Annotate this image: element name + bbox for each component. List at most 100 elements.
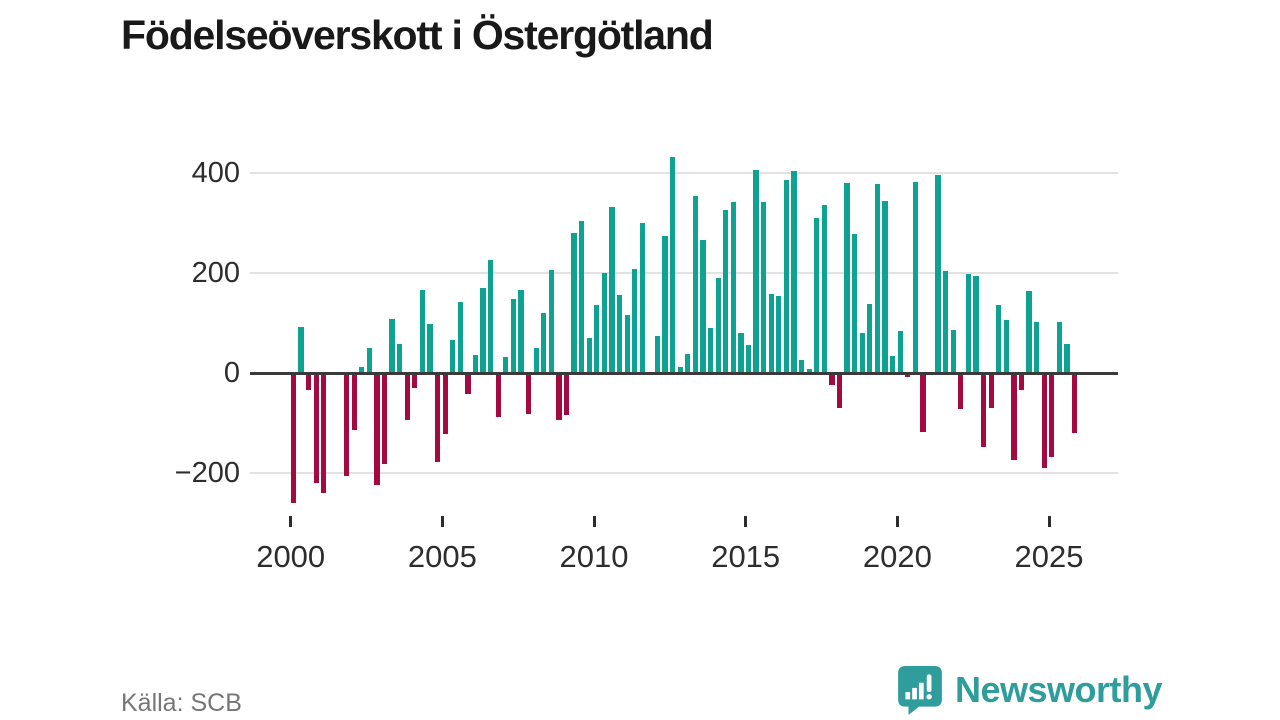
bar-2007Q3	[518, 290, 524, 373]
newsworthy-icon	[898, 666, 942, 715]
bar-2004Q3	[427, 323, 433, 373]
bar-2009Q2	[571, 232, 577, 373]
bar-2002Q1	[351, 373, 357, 430]
x-axis-label-2020: 2020	[862, 539, 932, 574]
bar-2003Q3	[397, 343, 403, 373]
bar-2006Q4	[495, 373, 501, 417]
x-tick-2025	[1047, 516, 1051, 527]
x-axis-zero-line	[250, 371, 1118, 375]
bar-2017Q3	[821, 204, 827, 373]
bar-2001Q4	[343, 373, 350, 476]
bar-2010Q2	[601, 272, 607, 373]
bar-2009Q4	[586, 337, 592, 373]
bar-2025Q3	[1064, 343, 1070, 373]
bar-2020Q3	[912, 181, 918, 373]
x-tick-2015	[744, 516, 748, 527]
bar-2012Q1	[654, 336, 661, 373]
bar-2012Q4	[677, 366, 683, 373]
bar-2021Q2	[935, 174, 941, 373]
gridline-y--200	[250, 472, 1118, 474]
bar-2005Q1	[442, 373, 448, 434]
bar-2006Q3	[488, 259, 494, 373]
gridline-y-200	[250, 272, 1118, 274]
logo-exclamation-dot	[926, 694, 932, 700]
bar-2003Q4	[404, 373, 410, 420]
bar-2018Q1	[836, 373, 843, 408]
bar-2023Q3	[1003, 320, 1009, 373]
bar-2008Q4	[556, 373, 562, 420]
bar-2020Q4	[920, 373, 926, 432]
bar-2008Q3	[548, 270, 554, 373]
bar-2003Q1	[381, 373, 388, 464]
bar-2011Q3	[639, 222, 645, 373]
x-tick-2000	[289, 516, 293, 527]
bar-2025Q1	[1049, 373, 1055, 457]
x-axis-label-2005: 2005	[407, 539, 477, 574]
y-axis-label-200: 200	[191, 257, 240, 289]
bar-2018Q2	[844, 182, 850, 373]
bar-2012Q2	[662, 236, 668, 373]
bar-2014Q1	[715, 277, 721, 373]
x-tick-2005	[440, 516, 444, 527]
bar-2010Q1	[594, 304, 600, 373]
bar-2025Q2	[1056, 321, 1062, 373]
bar-2024Q3	[1034, 321, 1040, 373]
bar-2022Q2	[965, 273, 971, 373]
bar-2009Q1	[563, 373, 570, 415]
bar-2000Q3	[306, 373, 312, 390]
bar-2015Q4	[768, 293, 774, 373]
bar-2012Q3	[670, 156, 676, 373]
logo-bar-1	[905, 692, 911, 700]
bar-2021Q4	[950, 329, 956, 373]
bar-2013Q3	[700, 240, 706, 373]
bar-2002Q2	[359, 366, 365, 373]
newsworthy-wordmark: Newsworthy	[955, 669, 1163, 710]
bar-2020Q2	[905, 373, 911, 377]
bar-2019Q2	[874, 183, 880, 373]
bar-2025Q4	[1071, 373, 1078, 433]
logo-bar-2	[912, 687, 917, 700]
x-axis-label-2015: 2015	[711, 539, 781, 574]
bar-2020Q1	[897, 331, 903, 373]
bar-2008Q2	[541, 312, 547, 373]
bar-2017Q4	[829, 373, 835, 385]
bar-2010Q4	[616, 294, 623, 373]
bar-2018Q3	[852, 233, 858, 373]
bar-2022Q4	[980, 373, 987, 447]
bar-2019Q3	[882, 201, 888, 373]
chart-title: Födelseöverskott i Östergötland	[121, 12, 714, 58]
logo-exclamation-stem	[926, 674, 932, 693]
gridline-y-400	[250, 172, 1118, 174]
bar-2005Q3	[457, 301, 463, 373]
y-axis-label--200: −200	[174, 457, 240, 489]
bar-2014Q2	[723, 209, 729, 373]
bar-2009Q3	[579, 221, 585, 373]
y-axis-label-0: 0	[223, 357, 240, 389]
source-caption: Källa: SCB	[121, 689, 242, 717]
bar-2019Q1	[867, 303, 873, 373]
bar-2021Q3	[943, 271, 949, 373]
bar-2013Q2	[692, 195, 698, 373]
bar-2014Q4	[738, 332, 744, 373]
bar-2011Q1	[624, 315, 630, 373]
bar-2024Q2	[1026, 291, 1032, 373]
bar-2019Q4	[889, 356, 896, 373]
newsworthy-logo: Newsworthy	[897, 664, 1167, 716]
bar-2007Q1	[503, 356, 509, 373]
bar-2016Q4	[798, 359, 805, 373]
bar-2022Q3	[973, 276, 979, 373]
bar-2008Q1	[533, 347, 539, 373]
x-tick-2010	[592, 516, 596, 527]
bar-2004Q4	[434, 373, 441, 462]
bar-2000Q1	[290, 373, 297, 503]
bar-2023Q1	[988, 373, 994, 408]
bar-2002Q4	[374, 373, 380, 485]
bar-2004Q2	[419, 289, 425, 373]
bar-2001Q1	[321, 373, 327, 493]
logo-bar-3	[918, 682, 924, 700]
bar-2023Q2	[996, 304, 1002, 373]
bar-2000Q2	[298, 326, 304, 373]
bar-2005Q2	[450, 339, 456, 373]
bar-2018Q4	[859, 332, 865, 373]
